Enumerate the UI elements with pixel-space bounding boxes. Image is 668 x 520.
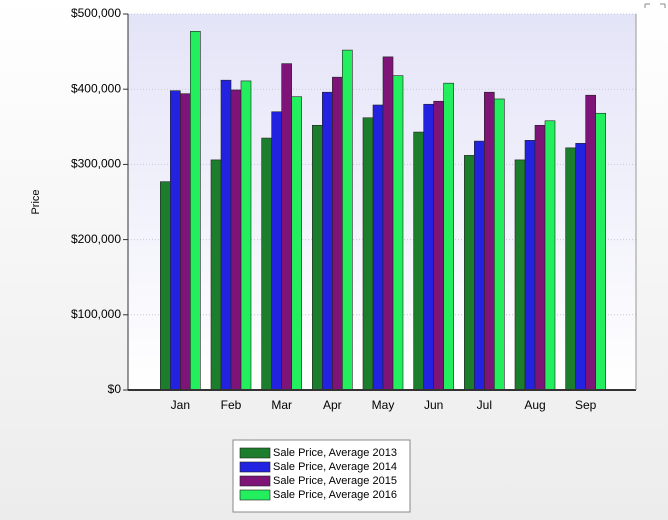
- legend-swatch: [239, 447, 271, 459]
- x-tick-label: Feb: [221, 398, 242, 412]
- bar: [312, 124, 323, 391]
- bar: [210, 159, 222, 391]
- x-tick-label: Apr: [323, 398, 342, 412]
- y-tick-label: $200,000: [71, 232, 121, 246]
- y-tick-label: $400,000: [71, 81, 121, 95]
- bar: [160, 181, 171, 391]
- bar: [484, 91, 495, 391]
- x-tick-label: Mar: [271, 398, 292, 412]
- bar: [494, 98, 505, 391]
- legend-label: Sale Price, Average 2015: [273, 475, 397, 487]
- bar: [534, 124, 546, 391]
- bar: [443, 82, 454, 391]
- bar: [170, 90, 181, 391]
- bar: [514, 159, 526, 391]
- y-axis-title: Price: [30, 189, 42, 214]
- bar: [220, 79, 232, 391]
- bar: [423, 103, 434, 391]
- bar: [240, 80, 252, 391]
- bar: [230, 89, 242, 391]
- bar: [413, 131, 424, 391]
- bar: [585, 94, 596, 391]
- bar: [433, 100, 444, 391]
- bar: [180, 93, 191, 391]
- bars: [160, 30, 606, 391]
- bar: [332, 76, 343, 391]
- bar: [342, 49, 353, 391]
- x-tick-label: Sep: [575, 398, 597, 412]
- bar: [392, 75, 404, 391]
- bar: [190, 30, 201, 391]
- y-tick-label: $0: [108, 382, 122, 396]
- legend-swatch: [239, 461, 271, 473]
- bar: [474, 140, 485, 391]
- x-tick-label: Jun: [424, 398, 443, 412]
- legend-swatch: [239, 475, 271, 487]
- bar: [595, 112, 606, 391]
- y-tick-label: $300,000: [71, 157, 121, 171]
- y-tick-label: $500,000: [71, 6, 121, 20]
- y-tick-label: $100,000: [71, 307, 121, 321]
- bar: [382, 56, 394, 391]
- bar: [565, 147, 576, 391]
- bar: [464, 155, 475, 391]
- legend-swatch: [239, 489, 271, 501]
- x-tick-label: Jan: [171, 398, 190, 412]
- legend-label: Sale Price, Average 2014: [273, 461, 397, 473]
- x-tick-label: Jul: [477, 398, 492, 412]
- x-tick-label: Aug: [524, 398, 545, 412]
- bar: [322, 91, 333, 391]
- bar: [362, 117, 374, 391]
- x-tick-label: May: [372, 398, 395, 412]
- bar: [524, 140, 536, 391]
- expand-icon[interactable]: [644, 3, 666, 8]
- legend-label: Sale Price, Average 2013: [273, 447, 397, 459]
- bar: [261, 137, 272, 391]
- legend-items: Sale Price, Average 2013 Sale Price, Aver…: [239, 447, 397, 501]
- bar: [544, 120, 556, 391]
- legend-label: Sale Price, Average 2016: [273, 489, 397, 501]
- bar: [372, 104, 384, 391]
- bar: [281, 63, 292, 391]
- bar: [575, 143, 586, 391]
- bar: [291, 96, 302, 391]
- bar: [271, 111, 282, 391]
